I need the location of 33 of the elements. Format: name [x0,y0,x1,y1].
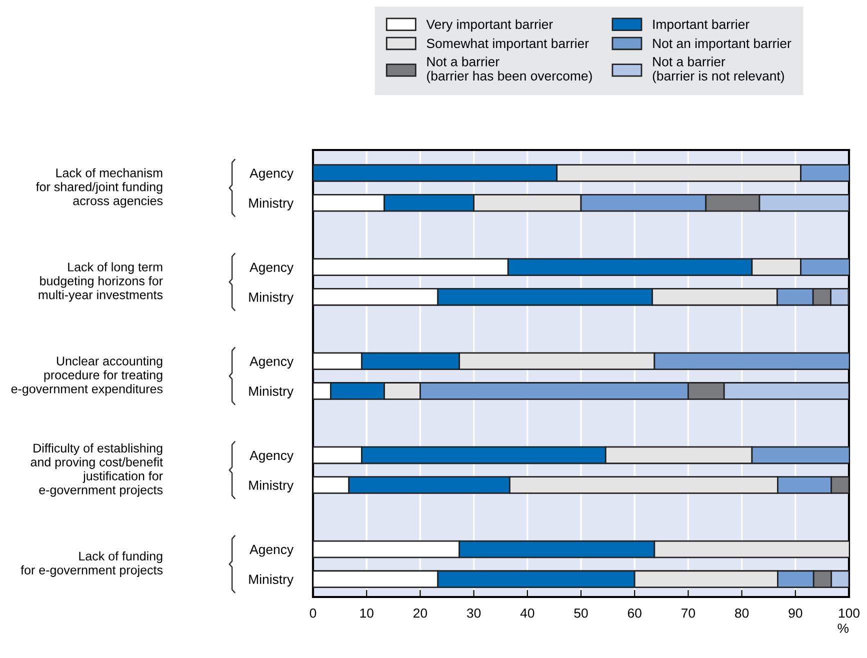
x-tick-label: 40 [520,608,534,618]
text: Lack of long term budgeting horizons for multi-year investments [38,262,163,302]
y-tick-label: Ministry [249,386,294,398]
x-tick-label: 70 [682,608,696,618]
y-tick-label: Agency [250,262,294,275]
y-tick-label: Ministry [249,480,294,493]
x-tick-label: 60 [628,608,642,618]
y-tick-label: Agency [250,356,294,369]
x-axis-title: % [838,624,849,633]
legend-label: Somewhat important barrier [426,38,589,51]
text: Difficulty of establishing and proving cost/benefit justification for e-government projects [30,443,163,497]
y-tick-label: Agency [250,168,294,181]
legend-label: Not an important barrier [653,38,792,51]
text: Lack of mechanism for shared/joint funding across agencies [36,168,163,208]
x-tick-label: 0 [310,608,316,618]
y-tick-label: Ministry [249,292,294,304]
legend-label: Not a barrier (barrier has been overcome) [427,56,592,84]
legend-label: Important barrier [653,19,750,32]
text: Unclear accounting procedure for treating e-government expenditures [11,356,163,396]
y-tick-label: Agency [250,450,294,463]
y-tick-label: Ministry [249,198,294,210]
x-tick-label: 50 [574,608,588,618]
legend-label: Not a barrier (barrier is not relevant) [652,56,784,84]
x-tick-label: 90 [788,608,802,618]
text: Lack of funding for e-government projects [20,551,163,577]
legend-label: Very important barrier [426,19,553,32]
x-tick-label: 100 [839,608,860,618]
x-tick-label: 20 [414,608,428,618]
x-tick-label: 10 [360,608,374,618]
y-tick-label: Agency [250,544,294,557]
x-tick-label: 30 [466,608,481,618]
y-tick-label: Ministry [249,574,294,587]
x-tick-label: 80 [735,608,749,618]
